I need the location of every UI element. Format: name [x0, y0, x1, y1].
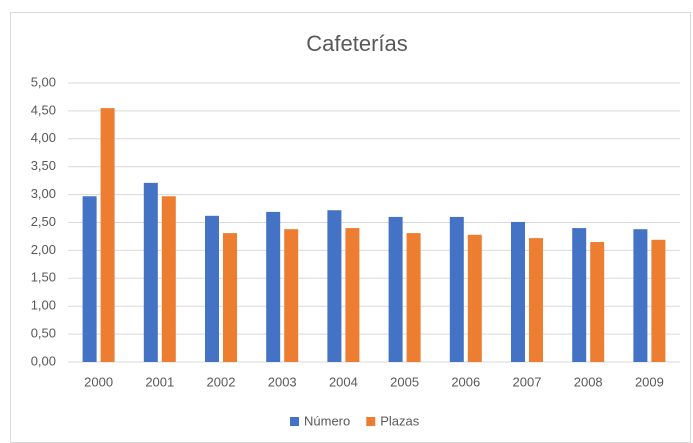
bar: [143, 182, 158, 362]
x-tick-label: 2002: [207, 374, 236, 389]
x-tick-label: 2007: [513, 374, 542, 389]
bar: [100, 108, 115, 362]
legend-swatch: [290, 417, 299, 426]
y-tick-label: 3,00: [31, 186, 56, 201]
legend-label: Número: [304, 413, 350, 428]
y-tick-label: 0,00: [31, 353, 56, 368]
bar: [223, 233, 237, 362]
x-tick-label: 2000: [84, 374, 113, 389]
legend-swatch: [366, 417, 376, 426]
x-tick-label: 2001: [145, 374, 174, 389]
y-tick-label: 1,00: [31, 298, 56, 313]
y-tick-label: 0,50: [31, 326, 56, 341]
bar: [529, 238, 543, 362]
chart-border: [10, 12, 691, 443]
bar: [266, 211, 281, 362]
x-tick-label: 2004: [329, 374, 358, 389]
chart-title: Cafeterías: [306, 31, 408, 56]
bar: [449, 216, 464, 362]
bar: [511, 221, 525, 362]
bar: [205, 215, 219, 362]
y-tick-label: 3,50: [31, 158, 56, 173]
y-tick-label: 4,50: [31, 102, 56, 117]
bar: [651, 239, 666, 362]
y-tick-label: 1,50: [31, 270, 56, 285]
y-tick-label: 2,50: [31, 214, 56, 229]
bar: [82, 196, 97, 362]
x-tick-label: 2008: [574, 374, 603, 389]
x-tick-label: 2005: [390, 374, 419, 389]
bar: [345, 228, 360, 362]
x-tick-label: 2009: [635, 374, 664, 389]
x-tick-label: 2003: [268, 374, 297, 389]
bar: [572, 228, 587, 362]
bar: [388, 216, 403, 362]
bar: [327, 210, 342, 362]
bar: [406, 233, 421, 362]
y-tick-label: 5,00: [31, 74, 56, 89]
bar: [284, 229, 299, 362]
bar: [161, 196, 176, 362]
y-tick-label: 4,00: [31, 130, 56, 145]
bar: [467, 234, 482, 362]
y-tick-label: 2,00: [31, 242, 56, 257]
bar: [633, 229, 648, 362]
x-tick-label: 2006: [451, 374, 480, 389]
bar: [590, 242, 605, 362]
legend-label: Plazas: [380, 413, 420, 428]
